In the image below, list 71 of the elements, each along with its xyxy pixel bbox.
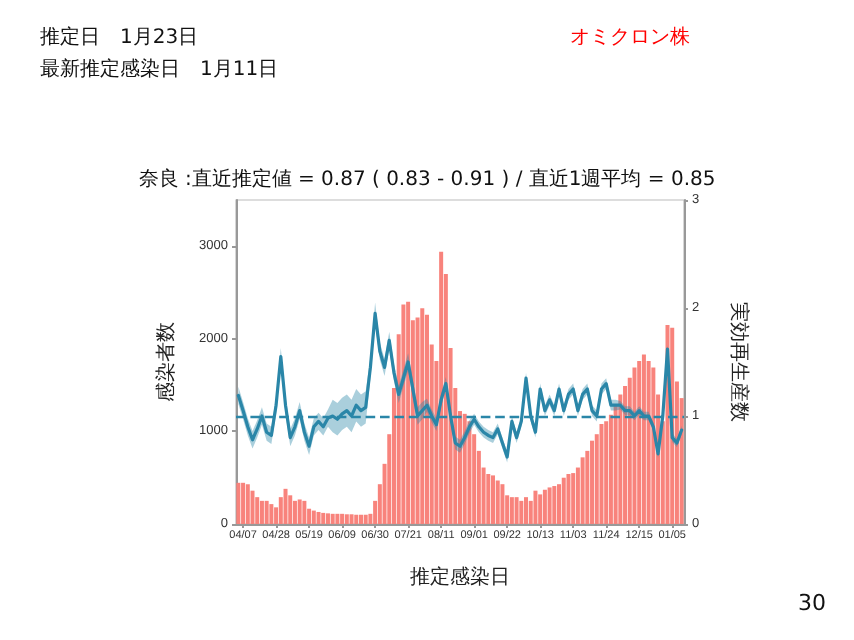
chart-title: 奈良 :直近推定値 = 0.87 ( 0.83 - 0.91 ) / 直近1週平均 = 0.85 xyxy=(138,167,716,191)
bar xyxy=(542,489,547,524)
bar xyxy=(349,514,354,524)
y-axis-title: 感染者数 xyxy=(154,322,179,402)
bar xyxy=(236,482,241,524)
text: 30 xyxy=(798,590,827,616)
bar xyxy=(255,497,260,524)
bar xyxy=(354,514,359,524)
bar xyxy=(590,440,595,524)
bar xyxy=(424,314,429,524)
bar xyxy=(358,514,363,524)
y2-axis-title: 実効再生産数 xyxy=(727,302,751,422)
bar xyxy=(406,301,411,524)
bar xyxy=(401,304,406,524)
bar xyxy=(580,457,585,524)
bar xyxy=(269,504,274,524)
text: 推定日 1月23日 xyxy=(40,25,199,49)
bar xyxy=(552,486,557,524)
bar xyxy=(632,367,637,524)
bar xyxy=(420,308,425,524)
bar xyxy=(557,484,562,524)
bar xyxy=(623,386,628,524)
bar xyxy=(599,424,604,524)
bar xyxy=(646,361,651,524)
x-axis-title: 推定感染日 xyxy=(410,565,510,589)
bar xyxy=(500,484,505,524)
bar xyxy=(495,480,500,524)
bar xyxy=(571,473,576,524)
bar xyxy=(533,490,538,524)
bar xyxy=(486,474,491,524)
bar xyxy=(259,500,264,524)
text: オミクロン株 xyxy=(570,25,690,49)
bar xyxy=(604,421,609,524)
bar xyxy=(245,484,250,524)
text: 最新推定感染日 1月11日 xyxy=(40,57,279,81)
bar xyxy=(641,354,646,524)
bar xyxy=(344,514,349,524)
bar xyxy=(514,497,519,524)
bar xyxy=(241,482,246,524)
bar xyxy=(363,514,368,524)
bar xyxy=(330,513,335,524)
bar xyxy=(302,500,307,524)
bar xyxy=(608,414,613,524)
bar xyxy=(538,494,543,524)
bar xyxy=(519,500,524,524)
bar xyxy=(321,512,326,524)
bar xyxy=(311,510,316,524)
bar xyxy=(297,499,302,524)
bar xyxy=(288,495,293,524)
bar xyxy=(467,421,472,524)
bar xyxy=(509,497,514,524)
bar xyxy=(292,500,297,524)
bar xyxy=(278,497,283,524)
bar xyxy=(264,500,269,524)
bar xyxy=(547,487,552,524)
bar xyxy=(340,513,345,524)
bar xyxy=(618,394,623,524)
bar xyxy=(439,251,444,524)
bar xyxy=(250,490,255,524)
bar xyxy=(335,513,340,524)
bar xyxy=(637,361,642,524)
bar xyxy=(524,497,529,524)
bar xyxy=(561,477,566,524)
bar xyxy=(491,475,496,524)
bar xyxy=(307,508,312,524)
bar xyxy=(462,413,467,524)
bar xyxy=(283,488,288,524)
bar xyxy=(325,513,330,524)
bar xyxy=(651,367,656,524)
bar xyxy=(316,511,321,524)
bar xyxy=(566,474,571,524)
